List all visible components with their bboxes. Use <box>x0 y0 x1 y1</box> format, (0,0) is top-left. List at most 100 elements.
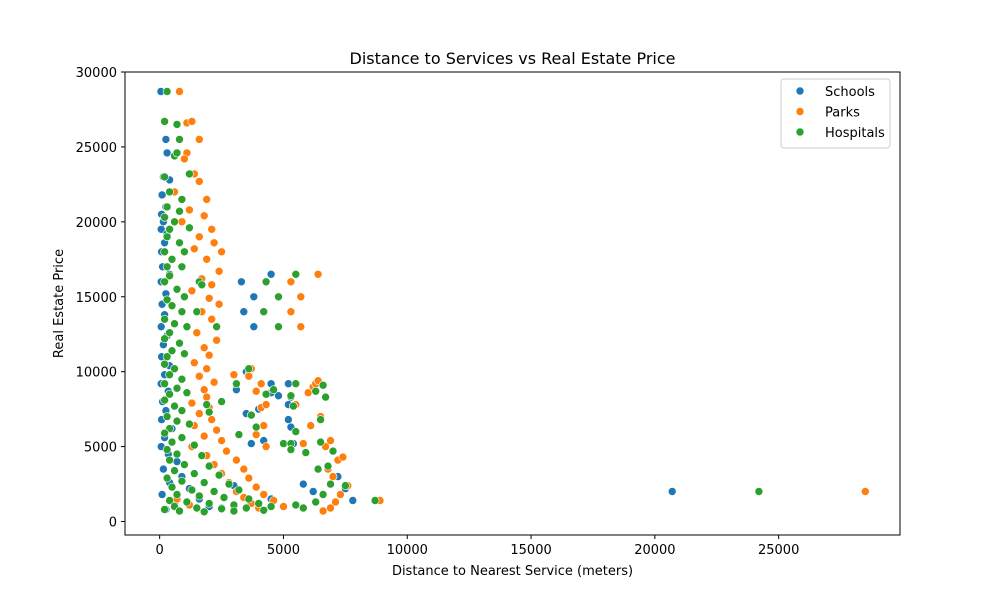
data-point <box>261 442 271 451</box>
data-point <box>170 319 179 329</box>
legend-marker <box>795 86 805 96</box>
data-point <box>160 314 169 324</box>
series-parks <box>170 87 870 516</box>
legend: Schools Parks Hospitals <box>780 78 891 149</box>
data-point <box>192 328 202 338</box>
data-point <box>326 503 335 513</box>
data-point <box>286 277 296 287</box>
data-point <box>175 87 184 96</box>
data-point <box>251 386 261 396</box>
data-point <box>214 470 224 480</box>
data-point <box>251 482 261 492</box>
data-point <box>217 247 226 257</box>
data-point <box>249 322 259 332</box>
data-point <box>242 503 251 513</box>
data-point <box>318 490 328 499</box>
data-point <box>212 335 221 345</box>
data-point <box>162 412 172 421</box>
data-point <box>229 370 239 380</box>
x-tick-label: 20000 <box>634 543 675 558</box>
series-hospitals <box>160 87 764 517</box>
data-point <box>301 448 311 457</box>
data-point <box>348 496 358 505</box>
x-tick-label: 25000 <box>758 543 799 558</box>
data-point <box>204 499 214 508</box>
data-point <box>261 400 271 409</box>
data-point <box>156 322 166 332</box>
data-point <box>177 433 187 442</box>
data-point <box>195 409 204 418</box>
data-point <box>204 407 214 417</box>
data-point <box>214 266 224 276</box>
data-point <box>291 379 301 389</box>
data-point <box>202 254 211 264</box>
data-point <box>204 461 214 471</box>
data-point <box>326 436 335 445</box>
data-point <box>212 322 221 332</box>
data-point <box>316 415 325 424</box>
x-axis: 0 5000 10000 15000 20000 25000 <box>156 535 799 558</box>
data-point <box>160 505 169 514</box>
data-point <box>199 431 209 441</box>
data-point <box>197 451 207 460</box>
data-point <box>175 338 184 348</box>
data-point <box>199 507 209 517</box>
data-point <box>162 445 172 454</box>
legend-frame <box>780 78 891 149</box>
data-point <box>160 379 169 389</box>
data-point <box>185 419 194 429</box>
data-point <box>182 497 192 507</box>
data-point <box>321 392 330 402</box>
data-point <box>306 421 316 430</box>
legend-marker <box>795 107 805 116</box>
data-point <box>167 482 177 492</box>
data-point <box>177 307 187 317</box>
data-point <box>336 490 345 499</box>
data-point <box>274 391 283 401</box>
data-point <box>187 117 197 126</box>
data-point <box>244 371 254 381</box>
data-point <box>259 505 269 515</box>
data-point <box>185 169 194 179</box>
data-point <box>209 487 219 496</box>
data-point <box>182 322 192 332</box>
data-point <box>190 244 199 254</box>
data-point <box>180 247 189 257</box>
data-point <box>254 499 264 508</box>
y-tick-label: 20000 <box>76 216 117 231</box>
data-point <box>207 415 216 424</box>
data-point <box>251 422 261 432</box>
data-point <box>328 472 338 481</box>
data-point <box>259 490 269 499</box>
data-point <box>162 87 172 96</box>
data-point <box>318 506 328 516</box>
data-point <box>244 473 254 483</box>
data-point <box>289 401 298 411</box>
data-point <box>217 397 226 406</box>
data-point <box>157 490 167 499</box>
data-point <box>172 284 182 294</box>
data-point <box>308 487 318 496</box>
data-point <box>192 503 202 513</box>
data-point <box>249 292 259 302</box>
data-point <box>165 370 174 380</box>
data-point <box>296 322 306 332</box>
data-point <box>222 446 231 456</box>
data-point <box>195 371 204 381</box>
data-point <box>170 401 179 411</box>
data-point <box>172 148 182 158</box>
data-point <box>261 389 271 399</box>
data-point <box>175 506 184 516</box>
data-point <box>860 487 870 496</box>
data-point <box>261 277 271 287</box>
data-point <box>167 254 177 264</box>
data-point <box>160 172 169 182</box>
data-point <box>259 307 269 317</box>
chart-title: Distance to Services vs Real Estate Pric… <box>350 49 676 68</box>
data-point <box>165 455 174 465</box>
data-point <box>177 262 187 272</box>
data-point <box>311 386 321 396</box>
data-point <box>197 280 207 290</box>
data-point <box>160 117 169 126</box>
